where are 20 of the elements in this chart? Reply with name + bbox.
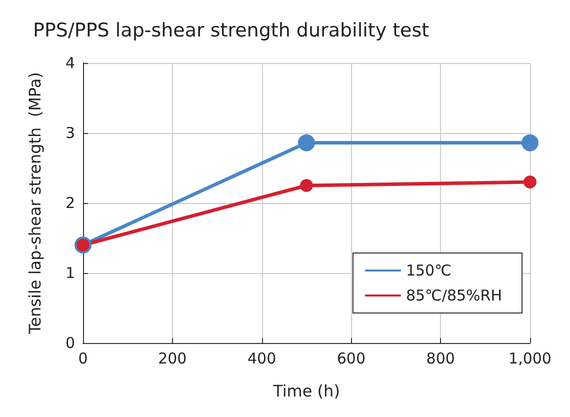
point [522, 134, 538, 152]
x-tick-label: 800 [426, 350, 455, 368]
x-axis-title: Time (h) [272, 382, 340, 400]
point [298, 134, 315, 152]
point [300, 179, 313, 192]
x-tick-label: 600 [336, 350, 366, 368]
y-axis-title: Tensile lap-shear strength (MPa) [26, 72, 44, 335]
y-tick-label: 2 [65, 194, 75, 212]
x-tick-label: 0 [78, 350, 88, 368]
x-tick-label: 200 [158, 350, 187, 368]
y-tick-label: 4 [65, 54, 75, 72]
legend-label: 150℃ [406, 262, 452, 280]
legend-label: 85℃/85%RH [406, 286, 502, 304]
x-tick-label: 400 [247, 350, 276, 368]
x-tick-label: 1,000 [508, 350, 552, 368]
chart-title: PPS/PPS lap-shear strength durability test [33, 20, 430, 42]
y-tick-label: 3 [65, 124, 75, 142]
y-tick-label: 0 [65, 334, 75, 352]
y-tick-label: 1 [65, 264, 75, 282]
point [524, 176, 536, 188]
